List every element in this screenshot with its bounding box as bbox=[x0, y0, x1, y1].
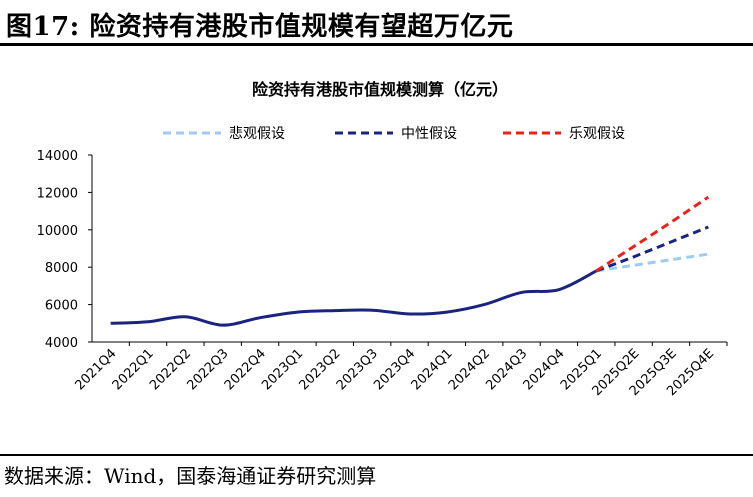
line-chart: 险资持有港股市值规模测算（亿元） 悲观假设 中性假设 乐观假设 4000 6000 80… bbox=[37, 80, 728, 399]
legend-label: 悲观假设 bbox=[229, 125, 285, 142]
source-note: 数据来源：Wind，国泰海通证券研究测算 bbox=[4, 464, 377, 488]
axes bbox=[91, 155, 727, 343]
footer-rule bbox=[0, 454, 753, 456]
series-lines bbox=[110, 195, 710, 327]
legend-label: 中性假设 bbox=[401, 126, 457, 142]
y-tick-label: 12000 bbox=[37, 186, 78, 201]
legend: 悲观假设 中性假设 乐观假设 bbox=[163, 125, 625, 142]
header-rule bbox=[0, 43, 753, 46]
y-tick-label: 6000 bbox=[45, 299, 78, 314]
chart-title: 险资持有港股市值规模测算（亿元） bbox=[252, 80, 508, 99]
y-tick-label: 4000 bbox=[45, 336, 78, 351]
y-tick-label: 8000 bbox=[45, 261, 78, 276]
x-axis-ticks: 2021Q42022Q12022Q22022Q32022Q42023Q12023… bbox=[72, 342, 728, 399]
figure-header: 图17: 险资持有港股市值规模有望超万亿元 bbox=[0, 0, 753, 46]
y-tick-label: 10000 bbox=[37, 224, 78, 239]
series-line-actual bbox=[110, 269, 597, 327]
y-axis-ticks: 4000 6000 8000 10000 12000 14000 bbox=[37, 149, 92, 351]
series-line-悲观假设 bbox=[596, 252, 709, 273]
legend-label: 乐观假设 bbox=[569, 126, 625, 142]
y-tick-label: 14000 bbox=[37, 149, 78, 164]
series-line-乐观假设 bbox=[595, 195, 710, 273]
series-line-中性假设 bbox=[595, 225, 709, 273]
figure-title: 图17: 险资持有港股市值规模有望超万亿元 bbox=[6, 12, 514, 42]
